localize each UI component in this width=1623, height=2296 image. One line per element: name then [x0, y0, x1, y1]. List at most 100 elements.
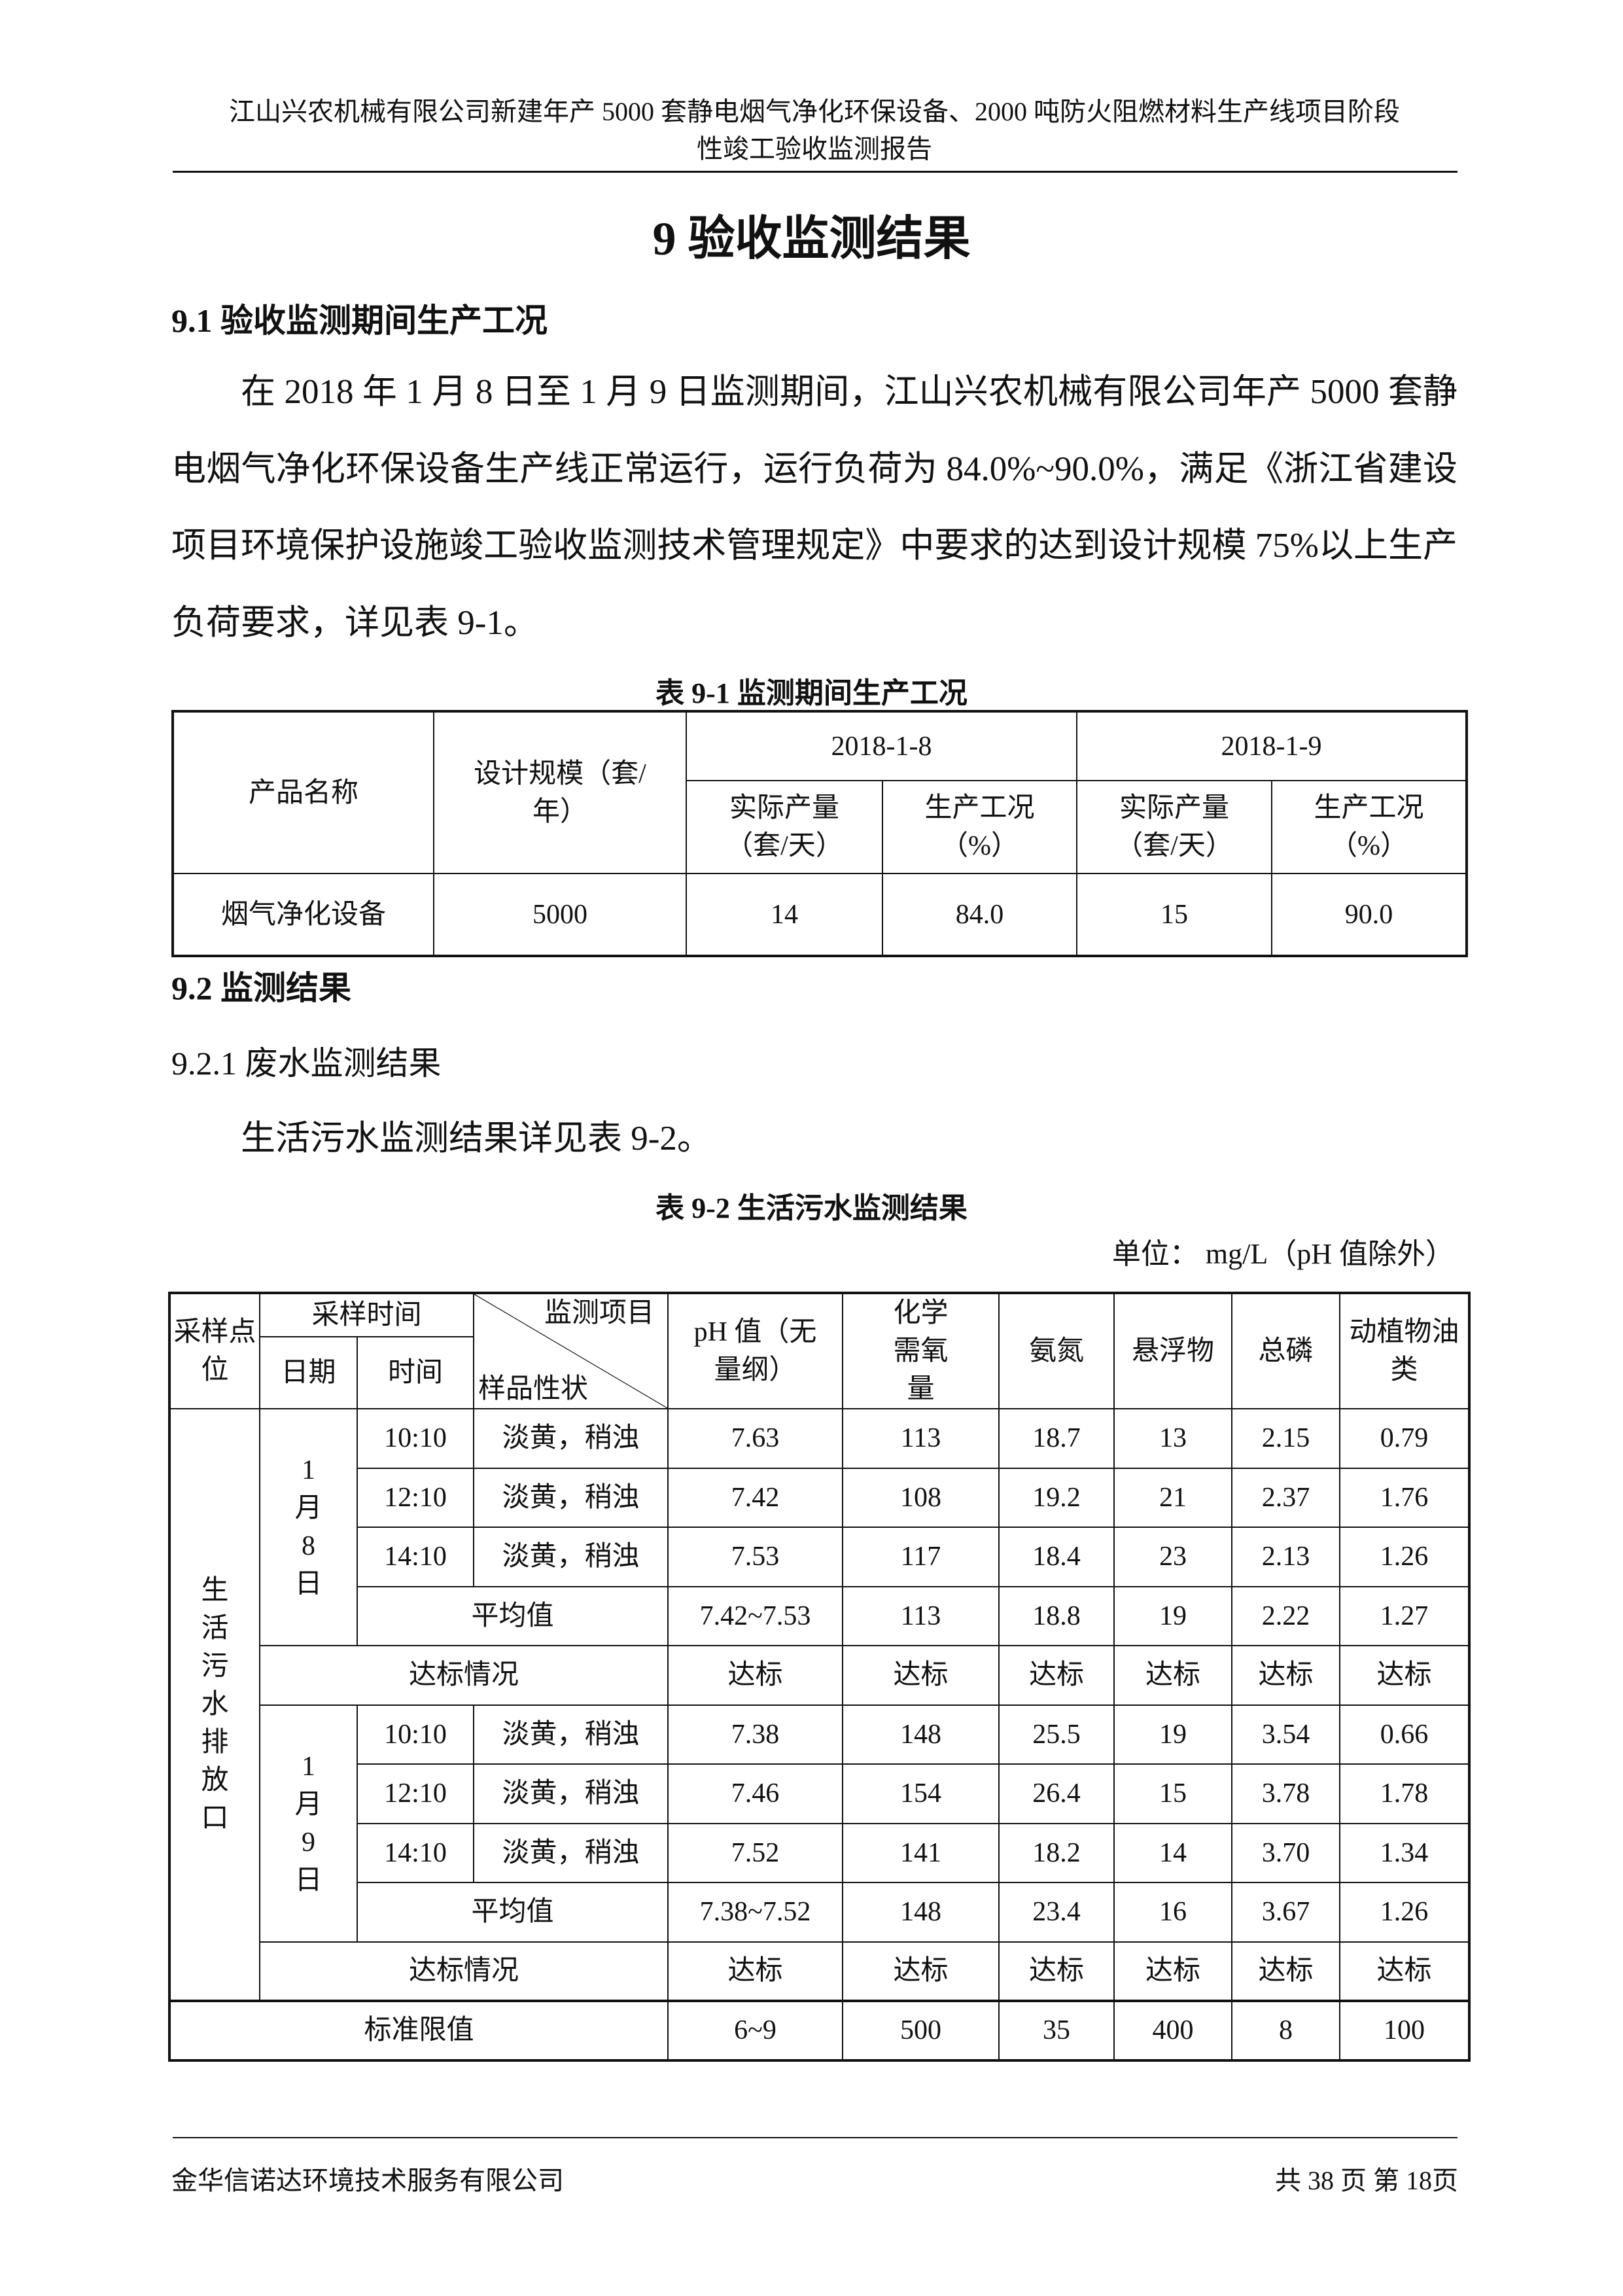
- cell-limit: 6~9: [667, 2000, 844, 2061]
- cell-load-1: 84.0: [881, 873, 1078, 957]
- cell-time: 12:10: [356, 1467, 475, 1528]
- cell-sampling-point: 生活污水排放口: [169, 1408, 260, 2002]
- cell-value: 21: [1113, 1467, 1233, 1528]
- cell-value: 3.70: [1231, 1822, 1341, 1883]
- th-design: 设计规模（套/年）: [433, 711, 687, 874]
- cell-compliance: 达标: [1113, 1645, 1233, 1706]
- cell-value: 3.54: [1231, 1704, 1341, 1765]
- table-row: 14:10 淡黄，稍浊 7.53 117 18.4 23 2.13 1.26: [169, 1527, 1471, 1587]
- table-row: 达标情况 达标 达标 达标 达标 达标 达标: [169, 1645, 1471, 1706]
- cell-value: 7.52: [667, 1822, 844, 1883]
- cell-value: 25.5: [998, 1704, 1115, 1765]
- cell-value: 113: [842, 1408, 1000, 1469]
- cell-time: 10:10: [356, 1408, 475, 1469]
- cell-limit: 35: [998, 2000, 1115, 2061]
- table-9-2-unit: 单位： mg/L（pH 值除外）: [1111, 1238, 1454, 1270]
- table-row: 标准限值 6~9 500 35 400 8 100: [168, 2000, 1471, 2061]
- cell-value: 19.2: [998, 1467, 1115, 1528]
- th-time: 时间: [356, 1336, 475, 1409]
- table-9-2-caption: 表 9-2 生活污水监测结果: [655, 1192, 968, 1224]
- cell-value: 19: [1113, 1704, 1233, 1765]
- table-row: 12:10 淡黄，稍浊 7.46 154 26.4 15 3.78 1.78: [169, 1763, 1471, 1824]
- cell-compliance-label: 达标情况: [258, 1645, 669, 1706]
- header-rule: [173, 171, 1457, 173]
- table-row: 12:10 淡黄，稍浊 7.42 108 19.2 21 2.37 1.76: [169, 1467, 1471, 1528]
- th-output-2: 实际产量（套/天）: [1076, 780, 1273, 874]
- cell-average: 7.38~7.52: [667, 1882, 844, 1943]
- cell-value: 18.2: [998, 1822, 1115, 1883]
- th-load-2: 生产工况（%）: [1271, 780, 1468, 874]
- cell-average: 113: [842, 1585, 1000, 1646]
- th-col-ss: 悬浮物: [1113, 1292, 1233, 1409]
- cell-average-label: 平均值: [356, 1585, 669, 1646]
- section-9-1-paragraph: 在 2018 年 1 月 8 日至 1 月 9 日监测期间，江山兴农机械有限公司…: [171, 373, 1457, 642]
- cell-time: 14:10: [356, 1527, 475, 1587]
- cell-appearance: 淡黄，稍浊: [473, 1822, 669, 1883]
- header-line-2: 性竣工验收监测报告: [697, 134, 932, 164]
- cell-compliance: 达标: [1113, 1941, 1233, 2002]
- th-col-ph: pH 值（无量纲）: [667, 1292, 844, 1409]
- table-row: 平均值 7.38~7.52 148 23.4 16 3.67 1.26: [169, 1882, 1471, 1943]
- cell-appearance: 淡黄，稍浊: [473, 1467, 669, 1528]
- cell-value: 7.46: [667, 1763, 844, 1824]
- cell-appearance: 淡黄，稍浊: [473, 1527, 669, 1587]
- footer-company: 金华信诺达环境技术服务有限公司: [171, 2166, 564, 2195]
- cell-load-2: 90.0: [1271, 873, 1468, 957]
- section-9-2-1-paragraph: 生活污水监测结果详见表 9-2。: [241, 1120, 712, 1157]
- cell-average: 1.26: [1339, 1882, 1471, 1943]
- cell-average: 1.27: [1339, 1585, 1471, 1646]
- cell-value: 7.53: [667, 1527, 844, 1587]
- cell-average-label: 平均值: [356, 1882, 669, 1943]
- section-9-2-1-heading: 9.2.1 废水监测结果: [171, 1045, 442, 1082]
- cell-date: 1月9日: [259, 1704, 358, 1943]
- header-line-1: 江山兴农机械有限公司新建年产 5000 套静电烟气净化环保设备、2000 吨防火…: [229, 97, 1400, 126]
- table-row: 达标情况 达标 达标 达标 达标 达标 达标: [169, 1941, 1471, 2002]
- cell-compliance: 达标: [667, 1941, 844, 2002]
- cell-average: 7.42~7.53: [667, 1585, 844, 1646]
- table-9-1-caption: 表 9-1 监测期间生产工况: [655, 677, 968, 709]
- cell-compliance: 达标: [1231, 1941, 1341, 2002]
- th-product: 产品名称: [172, 711, 434, 874]
- cell-value: 117: [842, 1527, 1000, 1587]
- th-load-1: 生产工况（%）: [881, 780, 1078, 874]
- section-9-2-heading: 9.2 监测结果: [171, 970, 351, 1006]
- cell-time: 14:10: [356, 1822, 475, 1883]
- cell-value: 15: [1113, 1763, 1233, 1824]
- table-row: 1月9日 10:10 淡黄，稍浊 7.38 148 25.5 19 3.54 0.66: [169, 1704, 1471, 1943]
- cell-design: 5000: [433, 873, 687, 957]
- cell-value: 7.42: [667, 1467, 844, 1528]
- th-col-oil: 动植物油类: [1339, 1292, 1471, 1409]
- cell-date: 1月8日: [259, 1408, 358, 1646]
- cell-compliance: 达标: [998, 1941, 1115, 2002]
- cell-value: 154: [842, 1763, 1000, 1824]
- cell-value: 108: [842, 1467, 1000, 1528]
- th-item: 监测项目: [544, 1298, 655, 1328]
- cell-appearance: 淡黄，稍浊: [473, 1763, 669, 1824]
- cell-average: 148: [842, 1882, 1000, 1943]
- cell-value: 1.76: [1339, 1467, 1471, 1528]
- cell-value: 148: [842, 1704, 1000, 1765]
- th-date-1: 2018-1-8: [685, 711, 1078, 781]
- cell-value: 2.15: [1231, 1408, 1341, 1469]
- cell-value: 23: [1113, 1527, 1233, 1587]
- th-date-2: 2018-1-9: [1076, 711, 1468, 781]
- table-row: 生活污水排放口 1月8日 10:10 淡黄，稍浊 7.63 113 18.7 13 2.15 0.…: [169, 1408, 1471, 2002]
- cell-time: 12:10: [356, 1763, 475, 1824]
- th-appearance: 样品性状: [478, 1374, 589, 1404]
- th-col-nh3n: 氨氮: [998, 1292, 1115, 1409]
- page-header: 江山兴农机械有限公司新建年产 5000 套静电烟气净化环保设备、2000 吨防火…: [171, 93, 1457, 168]
- cell-limit: 400: [1113, 2000, 1233, 2061]
- th-output-1: 实际产量（套/天）: [686, 780, 883, 874]
- cell-compliance: 达标: [1339, 1645, 1471, 1706]
- cell-average: 18.8: [998, 1585, 1115, 1646]
- cell-output-1: 14: [686, 873, 883, 957]
- cell-value: 13: [1113, 1408, 1233, 1469]
- cell-value: 26.4: [998, 1763, 1115, 1824]
- cell-average: 19: [1113, 1585, 1233, 1646]
- cell-average: 2.22: [1231, 1585, 1341, 1646]
- cell-average: 23.4: [998, 1882, 1115, 1943]
- cell-value: 3.78: [1231, 1763, 1341, 1824]
- cell-time: 10:10: [356, 1704, 475, 1765]
- cell-value: 1.26: [1339, 1527, 1471, 1587]
- cell-compliance: 达标: [998, 1645, 1115, 1706]
